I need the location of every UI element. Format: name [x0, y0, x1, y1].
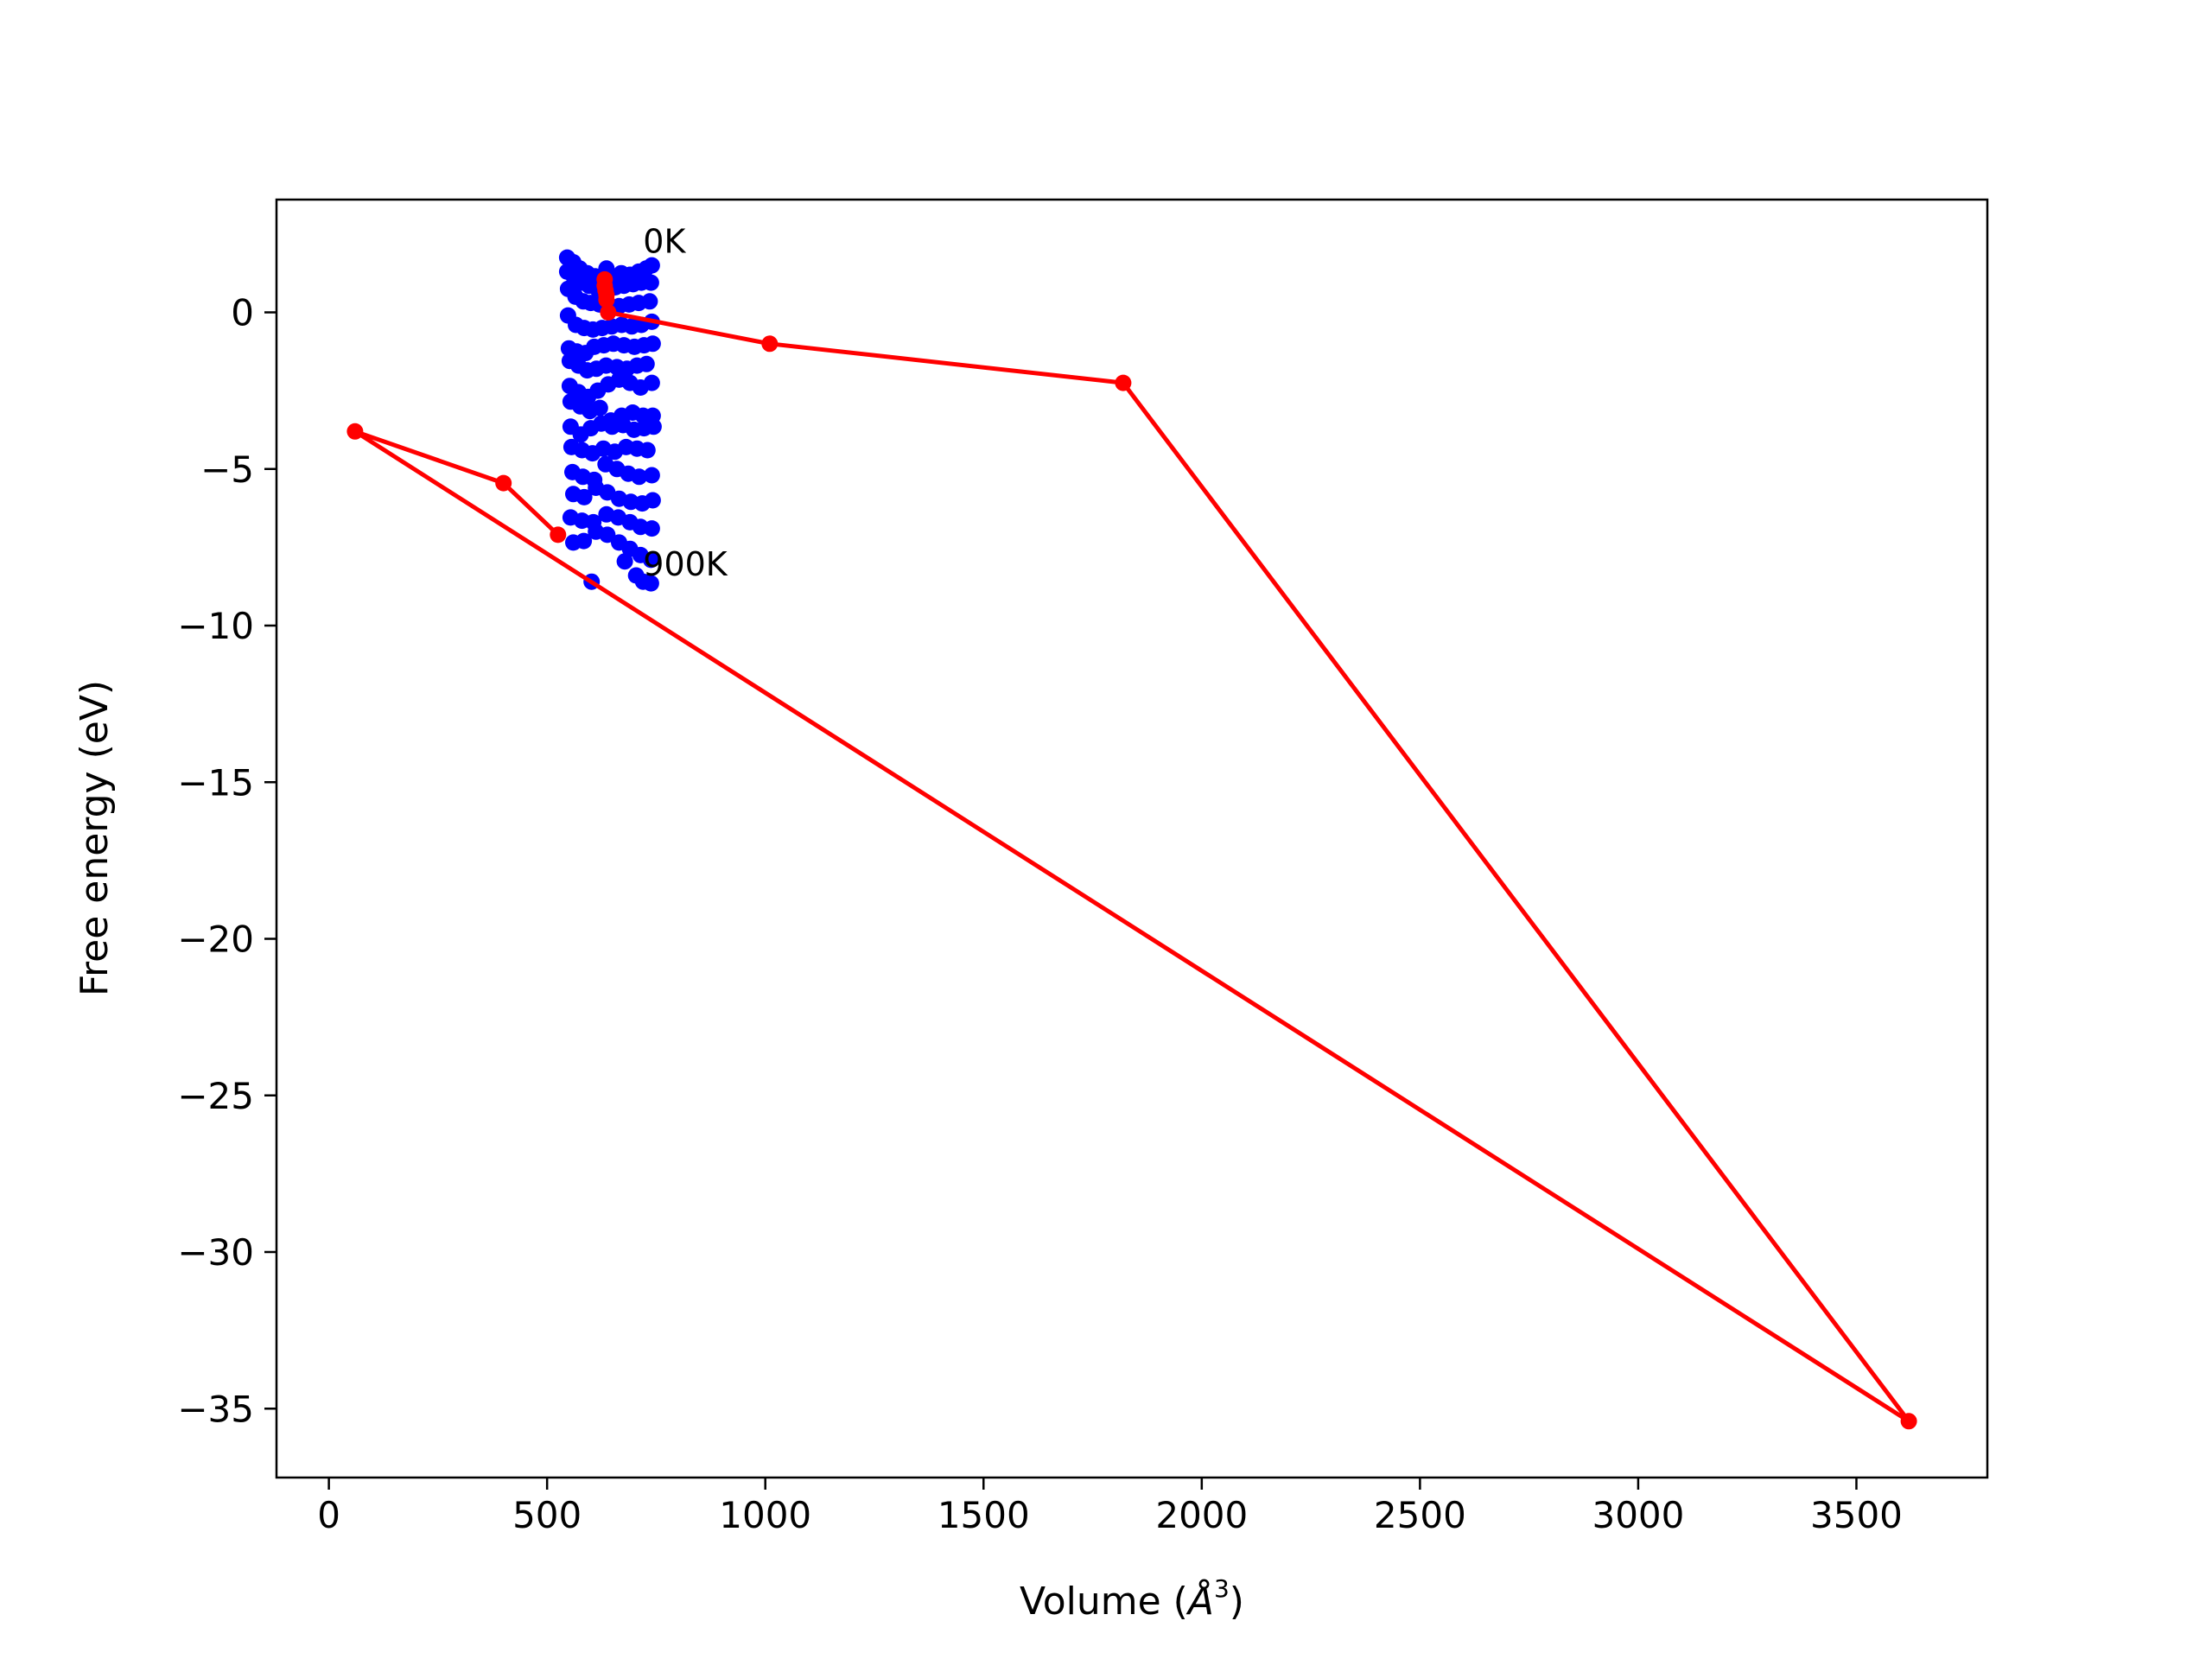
data-point	[639, 442, 656, 459]
plot-frame	[275, 198, 1989, 1479]
x-axis-label-symbol: Å	[1185, 1578, 1214, 1624]
data-point	[643, 467, 660, 484]
annotation-label: 900K	[643, 545, 728, 583]
x-tick-label: 3500	[1810, 1494, 1903, 1536]
x-axis-label: Volume (Å3)	[1020, 1574, 1244, 1624]
y-tick-label: −15	[177, 761, 254, 804]
data-point	[1115, 374, 1132, 391]
data-point	[495, 474, 512, 492]
x-tick-label: 0	[317, 1494, 340, 1536]
y-tick-label: 0	[231, 292, 254, 334]
x-tick-label: 1000	[719, 1494, 811, 1536]
y-tick-label: −25	[177, 1075, 254, 1117]
data-point	[346, 423, 364, 440]
data-point	[644, 492, 661, 509]
x-tick-label: 1500	[938, 1494, 1030, 1536]
data-point	[643, 374, 660, 391]
x-tick-label: 2500	[1374, 1494, 1466, 1536]
x-axis-label-prefix: Volume (	[1020, 1580, 1188, 1624]
y-tick-label: −35	[177, 1388, 254, 1430]
data-point	[575, 488, 593, 505]
data-point	[550, 526, 567, 543]
data-point	[598, 291, 615, 308]
series-0	[558, 249, 662, 592]
data-point	[645, 418, 662, 435]
annotations: 0K 900K	[643, 223, 728, 583]
y-tick-label: −5	[200, 448, 254, 491]
y-axis-ticks: 0 −5 −10 −15 −20 −25 −30 −35	[177, 292, 276, 1430]
data-point	[643, 520, 660, 537]
x-axis-label-suffix: )	[1230, 1580, 1244, 1624]
data-point	[599, 526, 616, 543]
data-point	[616, 553, 633, 570]
x-tick-label: 500	[512, 1494, 582, 1536]
data-point	[642, 575, 659, 592]
y-tick-label: −20	[177, 918, 254, 961]
data-layer	[346, 249, 1917, 1430]
data-point	[600, 304, 617, 321]
series-1	[346, 270, 1917, 1430]
data-point	[642, 551, 659, 569]
x-tick-label: 2000	[1155, 1494, 1248, 1536]
data-point	[638, 355, 655, 372]
x-tick-label: 3000	[1592, 1494, 1684, 1536]
data-point	[641, 293, 658, 310]
data-point	[575, 532, 593, 550]
y-tick-label: −10	[177, 605, 254, 647]
data-point	[642, 274, 659, 291]
data-point	[761, 335, 779, 353]
annotation-label: 0K	[643, 223, 686, 261]
y-tick-label: −30	[177, 1231, 254, 1274]
data-point	[643, 257, 660, 274]
data-point	[631, 468, 648, 486]
data-point	[591, 399, 608, 416]
x-axis-ticks: 0 500 1000 1500 2000 2500 3000 3500	[317, 1478, 1903, 1536]
x-axis-label-power: 3	[1214, 1574, 1230, 1603]
data-point	[1900, 1413, 1917, 1430]
y-axis-label: Free energy (eV)	[73, 680, 117, 996]
data-point	[644, 335, 661, 353]
